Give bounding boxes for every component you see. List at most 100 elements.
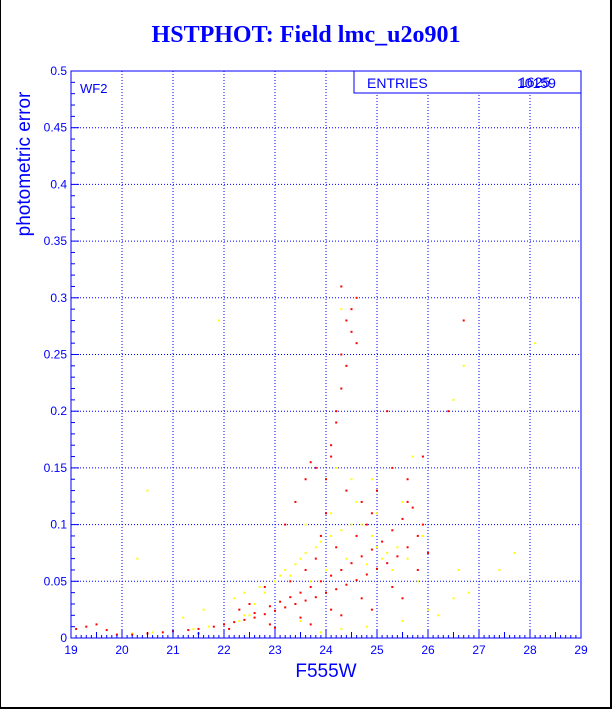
point-red xyxy=(350,330,353,333)
point-red xyxy=(289,596,292,599)
point-red xyxy=(268,605,271,608)
point-red xyxy=(340,614,343,617)
point-red xyxy=(304,478,307,481)
point-red xyxy=(294,602,297,605)
point-red xyxy=(391,529,394,532)
point-yellow xyxy=(360,523,363,526)
point-yellow xyxy=(427,608,429,611)
point-yellow xyxy=(365,625,368,628)
stats-box-value: 10159 xyxy=(517,75,556,91)
point-red xyxy=(401,517,404,520)
point-red xyxy=(401,597,404,600)
point-yellow xyxy=(136,557,139,560)
y-tick-label: 0.05 xyxy=(44,574,68,588)
point-yellow xyxy=(386,551,389,554)
point-red xyxy=(462,319,465,322)
point-yellow xyxy=(411,455,414,458)
point-red xyxy=(421,455,424,458)
point-red xyxy=(335,588,338,591)
point-yellow xyxy=(131,632,134,635)
point-red xyxy=(304,568,307,571)
point-red xyxy=(391,466,394,469)
point-yellow xyxy=(355,500,358,503)
point-yellow xyxy=(381,557,384,560)
point-red xyxy=(360,597,363,600)
point-red xyxy=(370,548,373,551)
point-yellow xyxy=(345,557,348,560)
point-red xyxy=(263,585,266,588)
point-red xyxy=(294,500,297,503)
point-yellow xyxy=(421,534,424,537)
point-yellow xyxy=(263,591,266,594)
point-red xyxy=(345,319,348,322)
point-red xyxy=(335,421,338,424)
point-red xyxy=(197,627,200,630)
point-red xyxy=(391,585,394,588)
point-yellow xyxy=(513,551,516,554)
x-axis-label: F555W xyxy=(295,661,356,682)
point-yellow xyxy=(340,308,343,311)
point-yellow xyxy=(314,546,317,549)
x-tick-label: 27 xyxy=(472,643,486,657)
stats-box-value-overlap: 1625 xyxy=(519,74,550,90)
point-red xyxy=(284,523,287,526)
point-red xyxy=(309,461,312,464)
point-red xyxy=(115,633,118,636)
point-red xyxy=(314,596,317,599)
point-red xyxy=(386,410,389,413)
point-red xyxy=(274,609,276,612)
point-red xyxy=(238,608,241,611)
point-yellow xyxy=(401,619,404,622)
x-tick-label: 25 xyxy=(370,643,384,657)
point-yellow xyxy=(335,466,338,469)
point-yellow xyxy=(401,500,404,503)
point-red xyxy=(355,579,358,582)
point-yellow xyxy=(294,563,297,566)
point-red xyxy=(268,623,271,626)
point-yellow xyxy=(330,534,333,537)
point-yellow xyxy=(146,489,149,492)
points-layer xyxy=(75,285,537,636)
y-tick-label: 0.4 xyxy=(50,177,67,191)
point-red xyxy=(447,410,450,413)
point-red xyxy=(416,534,419,537)
point-yellow xyxy=(376,512,378,515)
point-yellow xyxy=(330,512,333,515)
point-red xyxy=(212,625,215,628)
point-red xyxy=(350,308,353,311)
point-red xyxy=(340,387,343,390)
point-red xyxy=(330,608,333,611)
point-red xyxy=(187,629,190,632)
point-red xyxy=(360,500,363,503)
point-red xyxy=(396,555,399,558)
point-yellow xyxy=(340,627,343,630)
point-red xyxy=(365,523,368,526)
x-tick-label: 28 xyxy=(523,643,537,657)
point-yellow xyxy=(534,342,537,345)
point-yellow xyxy=(217,319,220,322)
point-red xyxy=(416,568,419,571)
y-tick-label: 0.1 xyxy=(50,518,67,532)
point-yellow xyxy=(498,568,501,571)
point-red xyxy=(284,606,287,609)
point-yellow xyxy=(462,364,465,367)
point-yellow xyxy=(304,551,307,554)
point-red xyxy=(325,478,327,481)
point-red xyxy=(263,613,266,616)
point-red xyxy=(233,621,236,624)
point-yellow xyxy=(248,614,251,617)
point-red xyxy=(330,574,333,577)
point-yellow xyxy=(192,627,195,630)
point-red xyxy=(274,626,276,629)
point-yellow xyxy=(325,568,327,571)
y-tick-label: 0.35 xyxy=(44,234,68,248)
x-tick-label: 29 xyxy=(574,643,588,657)
point-red xyxy=(223,623,225,626)
point-red xyxy=(299,616,302,619)
point-red xyxy=(253,612,256,615)
point-yellow xyxy=(452,398,455,401)
point-red xyxy=(248,602,251,605)
point-yellow xyxy=(207,625,210,628)
page-border-right xyxy=(610,0,612,709)
